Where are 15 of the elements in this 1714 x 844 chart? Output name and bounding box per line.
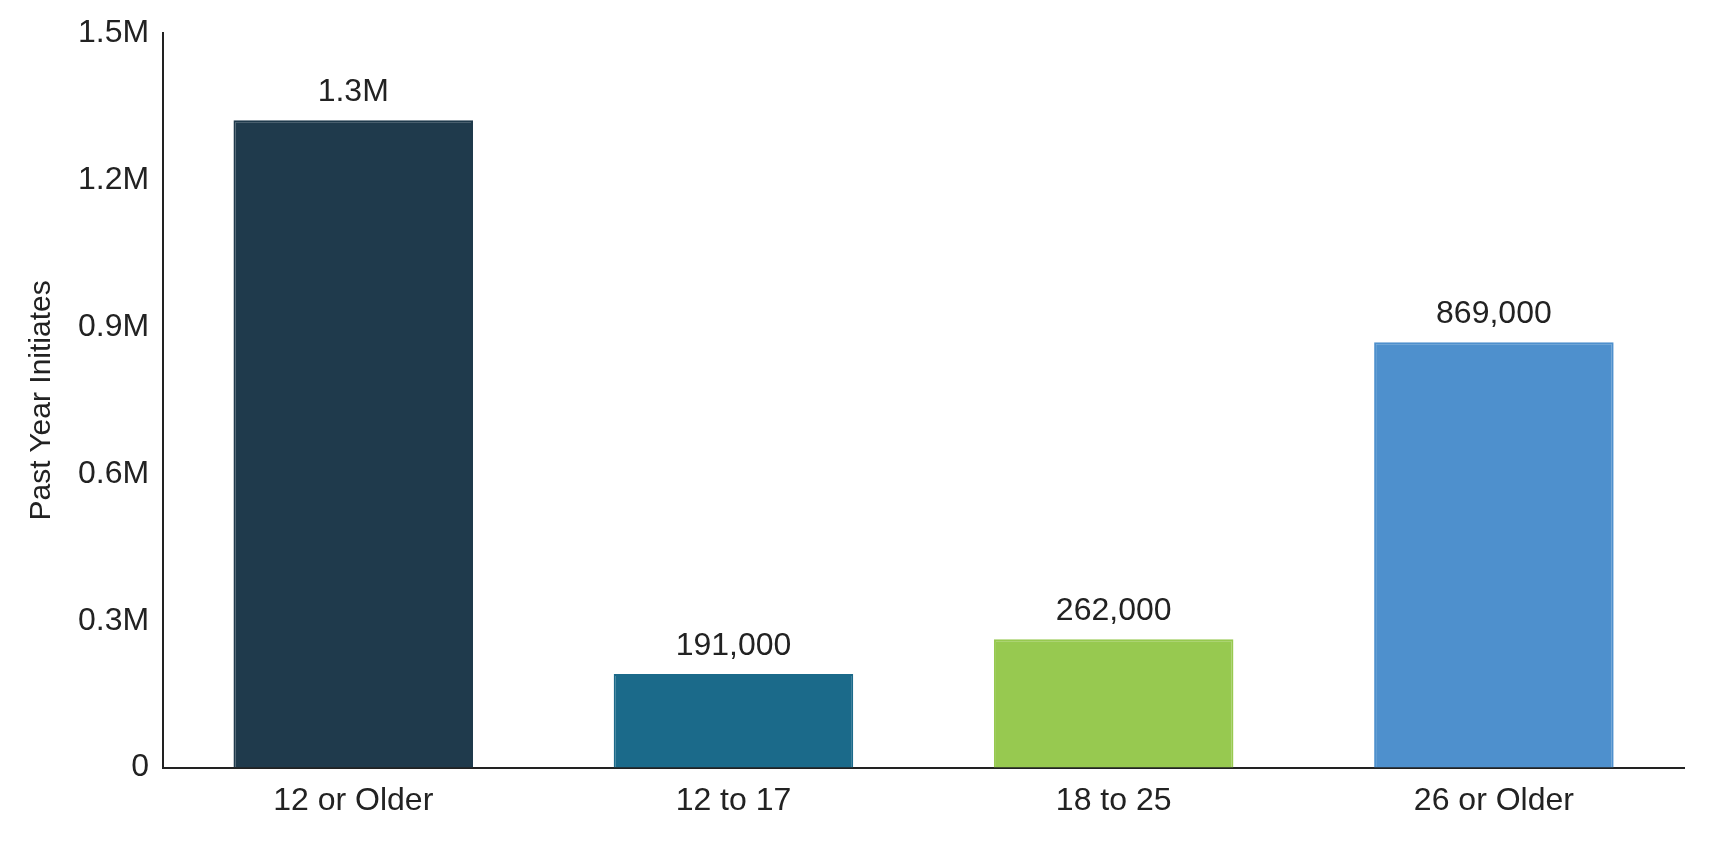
y-tick-label: 0.6M (78, 453, 150, 490)
data-label: 1.3M (317, 72, 389, 109)
y-tick-label: 0 (131, 747, 150, 784)
y-axis-title: Past Year Initiates (23, 280, 57, 521)
y-tick-label: 0.9M (78, 306, 150, 343)
x-tick-label: 26 or Older (1413, 780, 1575, 817)
x-tick-label: 12 to 17 (675, 780, 792, 817)
data-label: 869,000 (1436, 293, 1552, 330)
data-label: 262,000 (1055, 591, 1172, 628)
x-tick-label: 12 or Older (273, 780, 434, 817)
data-label: 191,000 (675, 625, 792, 662)
x-tick-label: 18 to 25 (1055, 780, 1172, 817)
y-tick-label: 1.5M (78, 13, 150, 50)
y-tick-label: 0.3M (78, 600, 150, 637)
y-tick-label: 1.2M (78, 159, 150, 196)
